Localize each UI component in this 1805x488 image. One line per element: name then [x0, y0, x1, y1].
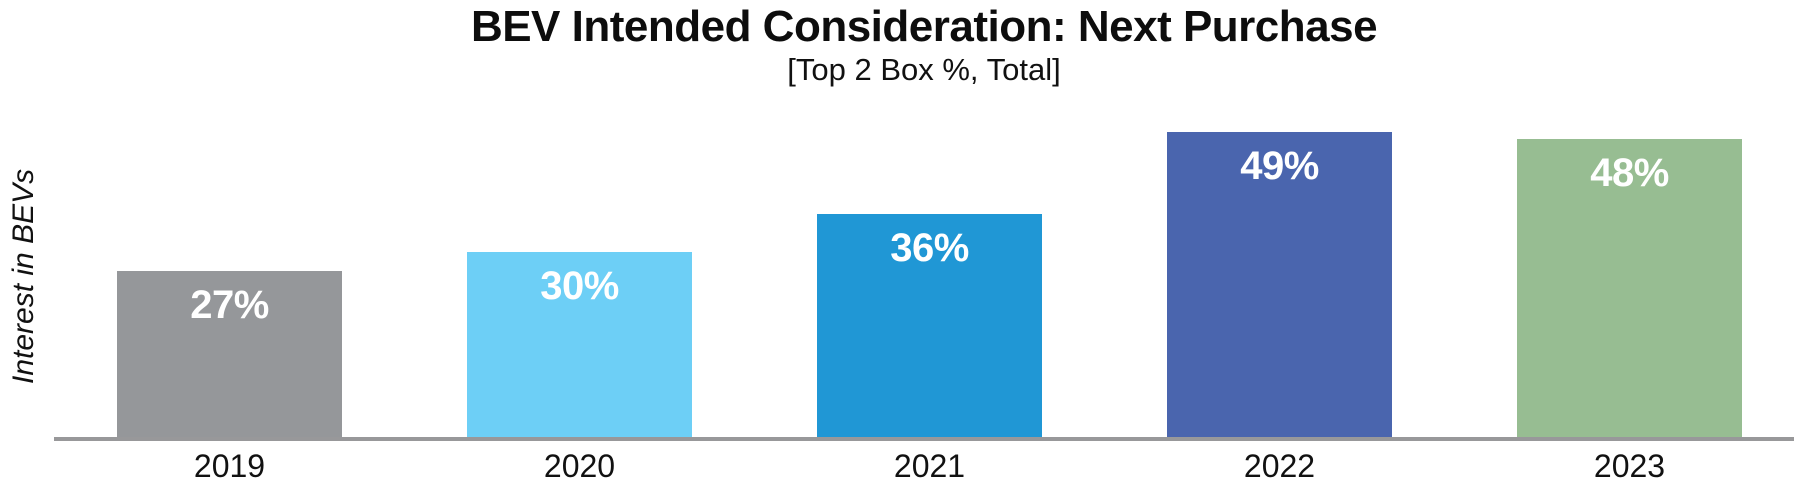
y-axis-label: Interest in BEVs [7, 168, 40, 384]
bar-value-label-2022: 49% [1240, 144, 1319, 188]
bar-2022: 49% [1167, 132, 1392, 441]
x-tick-label-2023: 2023 [1593, 448, 1666, 484]
chart-title: BEV Intended Consideration: Next Purchas… [470, 2, 1378, 51]
chart-subtitle: [Top 2 Box %, Total] [787, 52, 1061, 87]
bar-value-label-2023: 48% [1590, 151, 1669, 195]
bar-2021: 36% [817, 214, 1042, 441]
x-tick-label-2019: 2019 [193, 448, 266, 484]
bar-2019: 27% [117, 271, 342, 441]
bar-value-label-2020: 30% [540, 264, 619, 308]
bar-value-label-2019: 27% [190, 283, 269, 327]
bar-value-label-2021: 36% [890, 226, 969, 270]
bar-2020: 30% [467, 252, 692, 441]
x-axis-line [54, 437, 1794, 441]
x-tick-label-2021: 2021 [893, 448, 966, 484]
x-tick-label-2020: 2020 [543, 448, 616, 484]
bar-2023: 48% [1517, 139, 1742, 441]
x-tick-label-2022: 2022 [1243, 448, 1316, 484]
